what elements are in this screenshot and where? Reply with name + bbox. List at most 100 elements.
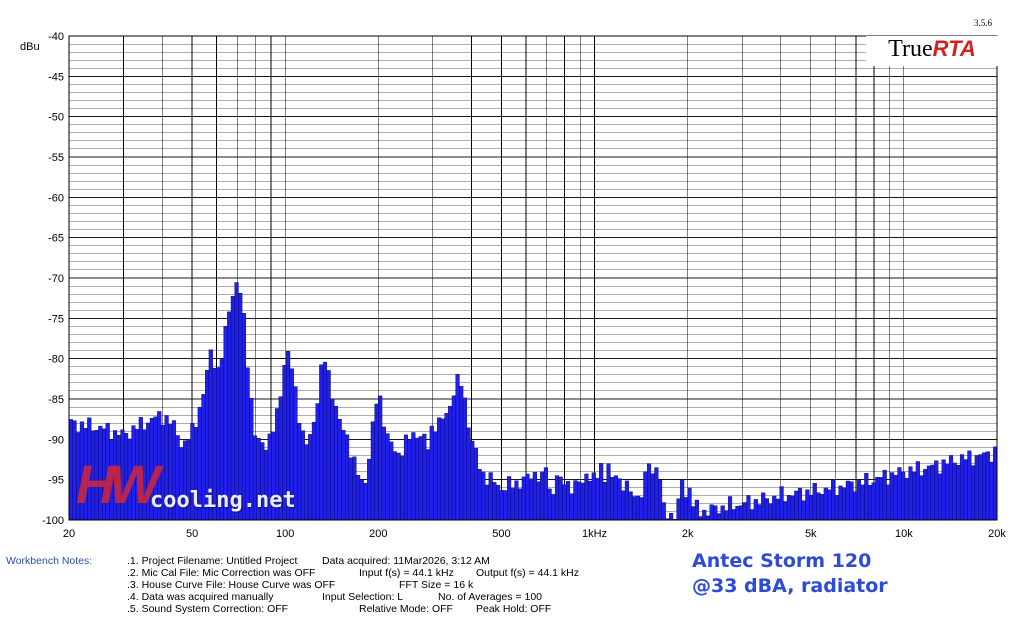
- spectrum-bar: [510, 487, 515, 521]
- y-tick-label: -40: [48, 31, 64, 43]
- x-tick-label: 50: [186, 528, 198, 540]
- spectrum-bar: [381, 426, 386, 521]
- spectrum-bar: [650, 473, 655, 521]
- spectrum-bar: [753, 499, 758, 521]
- spectrum-bar: [348, 457, 353, 521]
- spectrum-bar: [374, 403, 379, 521]
- spectrum-bar: [923, 469, 928, 521]
- spectrum-bar: [459, 386, 464, 521]
- x-tick-labels: 20 50 100 200 500 1kHz 2k 5k 10k 20k: [63, 528, 1006, 540]
- spectrum-bar: [952, 462, 957, 521]
- spectrum-bar: [540, 471, 545, 521]
- spectrum-bar: [433, 431, 438, 521]
- spectrum-bar: [621, 490, 626, 521]
- caption-line-2: @33 dBA, radiator: [692, 575, 888, 597]
- spectrum-bar: [429, 425, 434, 521]
- y-tick-label: -65: [48, 233, 64, 245]
- spectrum-bar: [451, 395, 456, 521]
- spectrum-bar: [639, 497, 644, 521]
- spectrum-bar: [937, 473, 943, 521]
- spectrum-bar: [834, 495, 839, 521]
- spectrum-bar: [886, 484, 891, 521]
- x-tick-label: 5k: [805, 528, 817, 540]
- logo-rta-text: RTA: [932, 36, 976, 61]
- spectrum-bar: [547, 488, 552, 521]
- spectrum-bar: [871, 482, 876, 521]
- spectrum-bar: [558, 476, 563, 521]
- spectrum-bar: [481, 471, 486, 521]
- spectrum-bar: [974, 455, 979, 521]
- spectrum-bar: [820, 494, 825, 521]
- x-tick-label: 2k: [682, 528, 694, 540]
- spectrum-bar: [680, 479, 685, 521]
- spectrum-bar: [959, 454, 965, 521]
- spectrum-bar: [772, 495, 777, 521]
- spectrum-bar: [499, 490, 504, 521]
- spectrum-bar: [624, 480, 629, 521]
- y-tick-label: -45: [48, 71, 64, 83]
- watermark-hw: HW: [76, 455, 160, 515]
- spectrum-bar: [602, 482, 607, 521]
- spectrum-bar: [978, 454, 983, 521]
- spectrum-bar: [750, 509, 755, 521]
- spectrum-bar: [757, 504, 762, 521]
- hwcooling-watermark: HW cooling.net: [70, 452, 296, 522]
- spectrum-bar: [842, 487, 847, 521]
- spectrum-bar: [890, 472, 895, 521]
- spectrum-bar: [849, 481, 854, 521]
- spectrum-bar: [543, 467, 548, 521]
- spectrum-bar: [720, 505, 725, 521]
- spectrum-bar: [912, 471, 917, 521]
- spectrum-bar: [993, 446, 998, 521]
- spectrum-bar: [926, 465, 931, 521]
- spectrum-bar: [580, 482, 585, 521]
- spectrum-bar: [337, 418, 342, 521]
- spectrum-bar: [488, 472, 493, 521]
- spectrum-bar: [864, 473, 869, 521]
- x-tick-label: 10k: [895, 528, 913, 540]
- spectrum-bar: [716, 513, 722, 521]
- spectrum-bar: [595, 477, 600, 521]
- spectrum-bar: [985, 451, 990, 521]
- y-tick-label: -95: [48, 475, 64, 487]
- note-line-4: .4. Data was acquired manually: [127, 591, 274, 603]
- spectrum-bar: [764, 498, 769, 521]
- spectrum-bar: [462, 397, 467, 521]
- spectrum-bar: [632, 496, 637, 521]
- version-label: 3.5.6: [974, 18, 992, 28]
- spectrum-bar: [698, 516, 703, 521]
- spectrum-bar: [551, 494, 556, 521]
- spectrum-bar: [727, 496, 733, 521]
- spectrum-bar: [466, 427, 471, 521]
- spectrum-bar: [444, 413, 449, 521]
- spectrum-bar: [867, 485, 873, 521]
- spectrum-bar: [359, 479, 364, 521]
- spectrum-bar: [532, 472, 537, 521]
- note-line-5-peak-hold: Peak Hold: OFF: [476, 603, 552, 615]
- spectrum-bar: [356, 475, 361, 521]
- spectrum-bar: [893, 475, 898, 521]
- spectrum-bar: [687, 487, 692, 521]
- spectrum-bar: [676, 498, 681, 521]
- x-tick-label: 200: [369, 528, 387, 540]
- spectrum-bar: [562, 484, 567, 521]
- spectrum-bar: [691, 506, 696, 521]
- spectrum-bar: [333, 405, 339, 521]
- spectrum-bar: [930, 464, 935, 521]
- spectrum-bar: [982, 452, 987, 521]
- y-tick-label: -55: [48, 152, 64, 164]
- spectrum-bar: [658, 479, 663, 521]
- spectrum-bar: [897, 467, 902, 521]
- spectrum-bar: [610, 477, 615, 521]
- spectrum-bar: [613, 475, 618, 521]
- spectrum-bar: [812, 483, 817, 521]
- spectrum-bar: [521, 476, 526, 521]
- spectrum-bar: [403, 434, 409, 521]
- x-tick-label: 500: [492, 528, 510, 540]
- spectrum-bar: [971, 465, 976, 521]
- spectrum-bar: [831, 479, 836, 521]
- spectrum-bar: [370, 421, 375, 521]
- spectrum-bar: [635, 495, 641, 521]
- spectrum-bar: [735, 506, 740, 521]
- spectrum-bar: [904, 478, 909, 521]
